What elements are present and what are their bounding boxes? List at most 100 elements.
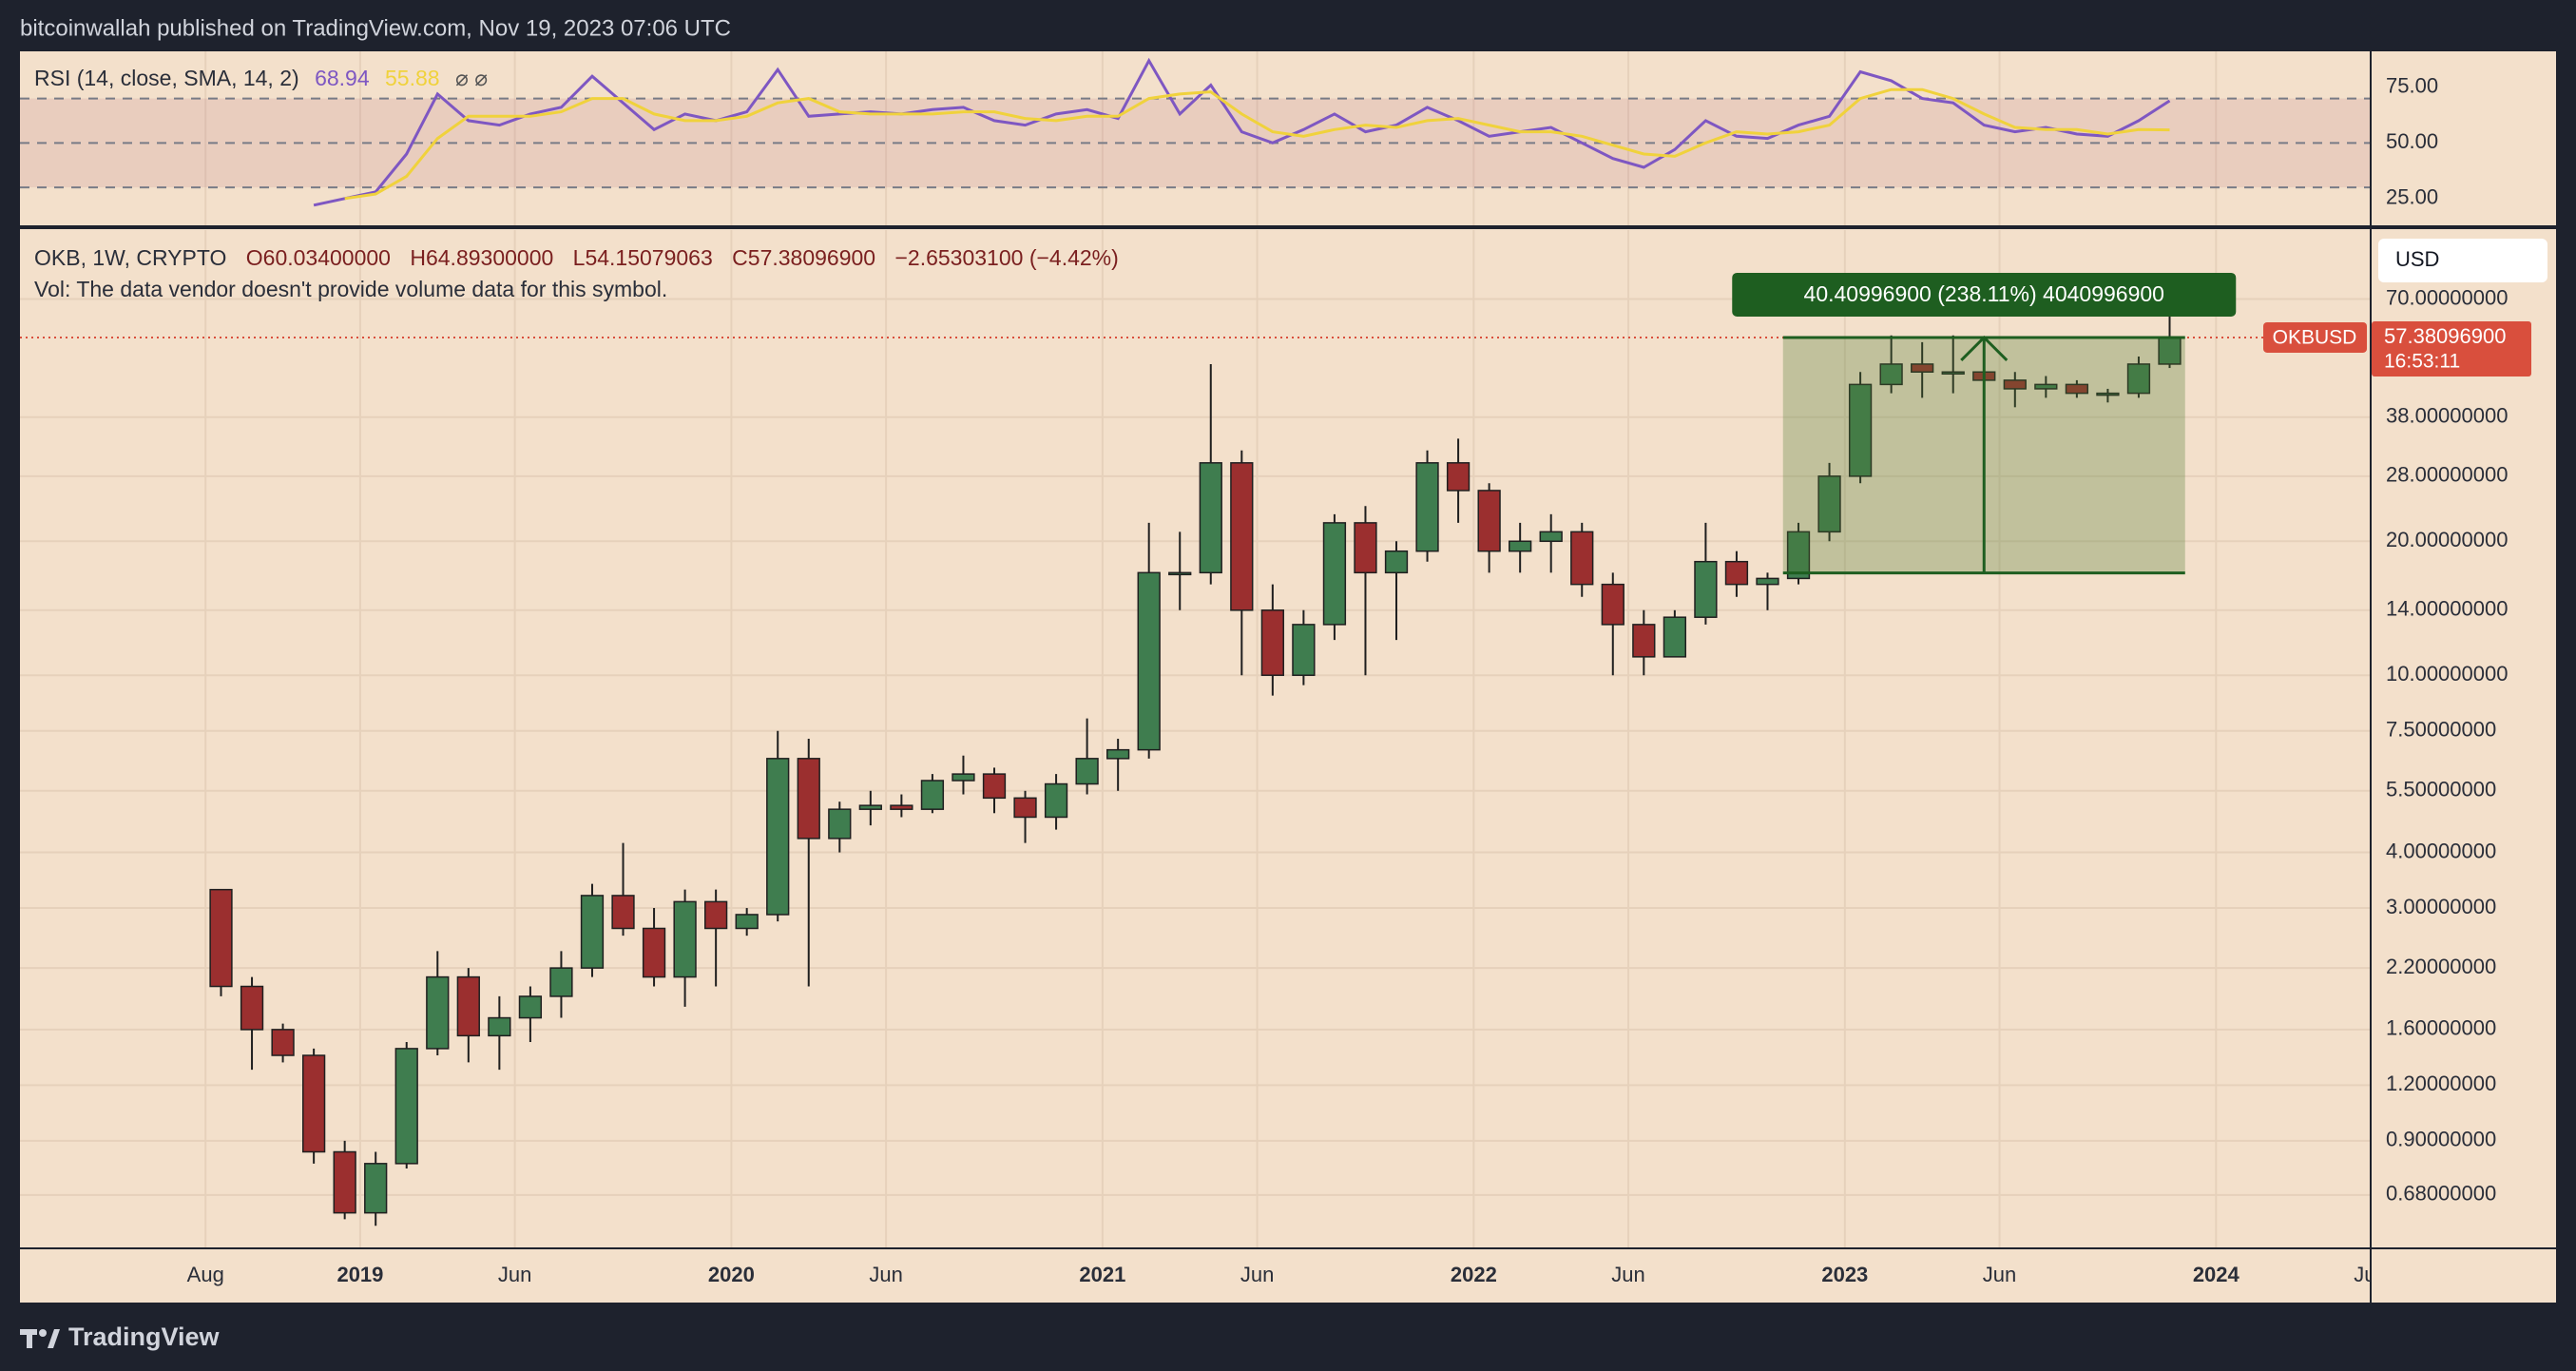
candle-body — [1044, 782, 1068, 819]
rsi-sma-line — [344, 87, 2170, 201]
countdown: 16:53:11 — [2384, 350, 2460, 372]
price-tag: 57.38096900 — [2384, 324, 2506, 348]
price-pane — [20, 230, 2371, 1248]
footer-logo — [20, 1329, 60, 1348]
candle-body — [2034, 383, 2058, 390]
candle-body — [333, 1150, 356, 1214]
candle-body — [1724, 560, 1749, 586]
x-tick-label: 2020 — [708, 1263, 755, 1286]
x-tick-label: 2021 — [1079, 1263, 1125, 1286]
candle-body — [1694, 560, 1718, 618]
y-tick-label: 2.20000000 — [2386, 955, 2496, 978]
candle-body — [952, 773, 975, 782]
candle-body — [426, 975, 450, 1050]
legend-high: H64.89300000 — [410, 245, 553, 270]
candle-body — [488, 1016, 511, 1037]
currency-label[interactable]: USD — [2395, 247, 2439, 271]
rsi-pane — [20, 51, 2371, 226]
candle-body — [1013, 797, 1037, 819]
axis-separator — [2370, 51, 2372, 1303]
symbol-line: OKB, 1W, CRYPTO — [34, 245, 226, 270]
footer-brand: TradingView — [68, 1323, 221, 1351]
candle-body — [1075, 758, 1099, 785]
time-axis-separator — [20, 1247, 2556, 1249]
rsi-value: 68.94 — [315, 66, 370, 90]
y-tick-label: 0.68000000 — [2386, 1182, 2496, 1206]
chart-background — [20, 51, 2556, 1303]
candle-body — [1601, 583, 1624, 626]
candle-body — [642, 927, 666, 978]
rsi-tick-label: 50.00 — [2386, 129, 2438, 153]
candle-body — [1817, 475, 1841, 533]
y-tick-label: 1.60000000 — [2386, 1016, 2496, 1040]
x-tick-label: Jun — [498, 1263, 531, 1286]
rsi-sma-value: 55.88 — [385, 66, 440, 90]
candle-body — [2065, 383, 2089, 395]
candle-body — [1384, 550, 1409, 574]
candle-body — [240, 985, 264, 1031]
rsi-title: RSI (14, close, SMA, 14, 2) — [34, 66, 299, 90]
legend-open: O60.03400000 — [246, 245, 391, 270]
symbol-legend: OKB, 1W, CRYPTO O60.03400000 H64.8930000… — [34, 245, 1119, 270]
y-tick-label: 1.20000000 — [2386, 1072, 2496, 1095]
y-tick-label: 5.50000000 — [2386, 778, 2496, 801]
candle-body — [580, 895, 605, 969]
rsi-tick-label: 75.00 — [2386, 74, 2438, 98]
x-tick-label: Aug — [187, 1263, 224, 1286]
symbol-tag-box — [2263, 321, 2367, 353]
candle-body — [766, 758, 790, 916]
y-tick-label: 7.50000000 — [2386, 718, 2496, 742]
y-tick-label: 14.00000000 — [2386, 597, 2508, 621]
currency-button[interactable] — [2378, 239, 2547, 282]
candle-body — [549, 967, 573, 997]
candle-body — [982, 773, 1007, 800]
volume-note: Vol: The data vendor doesn't provide vol… — [34, 277, 667, 301]
rsi-line — [313, 57, 2171, 207]
x-tick-label: 2019 — [336, 1263, 383, 1286]
candle-body — [611, 895, 635, 930]
candle-body — [1292, 624, 1316, 676]
candle-body — [703, 900, 728, 930]
x-tick-label: Jun — [1611, 1263, 1644, 1286]
candle-body — [2126, 363, 2151, 395]
candle-body — [209, 888, 233, 988]
rsi-icons: ⌀ ⌀ — [455, 66, 488, 90]
publish-info: bitcoinwallah published on TradingView.c… — [20, 15, 731, 41]
candle-body — [1106, 748, 1130, 760]
candle-body — [1415, 462, 1439, 552]
candle-body — [1137, 571, 1161, 751]
candle-body — [1911, 363, 1934, 374]
candle-body — [1848, 383, 1873, 477]
time-axis: Aug 2019 Jun 2020 Jun 2021 Jun 2022 Jun 2023 Jun 20… — [187, 1263, 2371, 1286]
x-tick-label: Jun — [869, 1263, 902, 1286]
candle-body — [1570, 531, 1594, 586]
x-tick-label: 2024 — [2193, 1263, 2240, 1286]
legend-change: −2.65303100 (−4.42%) — [894, 245, 1118, 270]
measure-label-box — [1732, 272, 2237, 317]
candle-body — [890, 804, 913, 810]
y-tick-label: 38.00000000 — [2386, 404, 2508, 428]
symbol-tag: OKBUSD — [2273, 326, 2357, 348]
legend-low: L54.15079063 — [573, 245, 713, 270]
candle-body — [1786, 531, 1811, 580]
price-axis: 70.00000000 38.00000000 28.00000000 20.0000… — [2386, 74, 2508, 1206]
rsi-band — [20, 98, 2371, 188]
candle-body — [456, 975, 480, 1037]
candle-body — [364, 1163, 388, 1214]
rsi-tick-label: 25.00 — [2386, 185, 2438, 209]
candle-body — [1354, 522, 1377, 574]
legend-close: C57.38096900 — [732, 245, 875, 270]
y-tick-label: 28.00000000 — [2386, 463, 2508, 487]
y-tick-label: 0.90000000 — [2386, 1128, 2496, 1151]
candle-body — [518, 995, 543, 1019]
y-tick-label: 10.00000000 — [2386, 662, 2508, 686]
candle-body — [1632, 624, 1656, 658]
price-tag-box — [2372, 320, 2531, 377]
x-tick-label: Jun — [1983, 1263, 2016, 1286]
candle-body — [1168, 571, 1192, 576]
candle-body — [1477, 490, 1501, 552]
candle-body — [673, 900, 697, 978]
pane-divider — [20, 225, 2556, 229]
candle-body — [1322, 522, 1347, 626]
